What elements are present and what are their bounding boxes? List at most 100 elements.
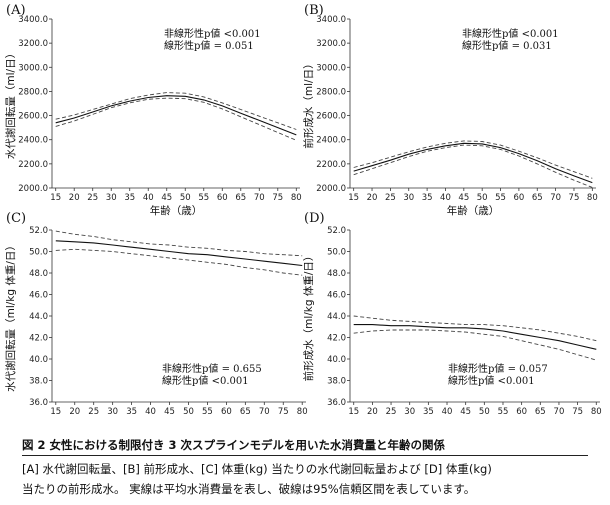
- panel-label: (A): [6, 3, 26, 18]
- y-tick-label: 2200.0: [316, 160, 346, 170]
- x-tick-label: 30: [107, 407, 118, 417]
- mean-line: [353, 324, 597, 350]
- x-tick-label: 50: [180, 193, 191, 203]
- mean-line: [55, 95, 297, 136]
- x-tick-label: 30: [106, 193, 117, 203]
- y-tick-label: 42.0: [29, 334, 48, 344]
- chart-panel-3: (C) 36.0 38.0 40.0 42.0 44.0 46.0 48.0 50.0 52.0 1…: [4, 211, 308, 417]
- x-axis-title: 年齢（歳）: [150, 204, 203, 217]
- y-tick-label: 48.0: [327, 269, 346, 279]
- x-tick-label: 70: [550, 193, 561, 203]
- y-tick-label: 36.0: [29, 398, 48, 408]
- x-tick-label: 60: [516, 407, 527, 417]
- x-tick-label: 60: [513, 193, 524, 203]
- ci-dashed-line: [353, 140, 593, 179]
- annotation-nonlinear-p: 非線形性p値 <0.001: [164, 27, 261, 40]
- x-tick-label: 35: [423, 407, 434, 417]
- x-tick-label: 25: [386, 407, 397, 417]
- x-tick-label: 15: [348, 193, 359, 203]
- annotation-linear-p: 線形性p値 <0.001: [448, 374, 535, 387]
- x-tick-label: 50: [477, 193, 488, 203]
- x-tick-label: 55: [495, 193, 506, 203]
- y-tick-label: 2800.0: [18, 87, 48, 97]
- caption-line-1: [A] 水代謝回転量、[B] 前形成水、[C] 体重(kg) 当たりの水代謝回転…: [22, 462, 492, 476]
- y-tick-label: 2000.0: [18, 184, 48, 194]
- ci-dashed-line: [353, 315, 597, 342]
- mean-line: [55, 240, 303, 267]
- x-tick-label: 40: [440, 193, 451, 203]
- y-axis-title: 前形成水（ml/kg 体重/日）: [302, 251, 315, 382]
- x-tick-label: 55: [498, 407, 509, 417]
- x-tick-label: 75: [569, 193, 580, 203]
- x-tick-label: 15: [348, 407, 359, 417]
- x-tick-label: 70: [259, 407, 270, 417]
- y-axis-title: 前形成水（ml/日）: [302, 58, 315, 148]
- caption-line-2: 当たりの前形成水。 実線は平均水消費量を表し、破線は95%信頼区間を表しています…: [22, 482, 476, 496]
- x-tick-label: 65: [535, 407, 546, 417]
- ci-dashed-line: [353, 144, 593, 188]
- annotation-nonlinear-p: 非線形性p値 = 0.057: [448, 362, 548, 375]
- x-tick-label: 60: [217, 193, 228, 203]
- x-tick-label: 20: [69, 193, 80, 203]
- x-tick-label: 40: [143, 193, 154, 203]
- y-tick-label: 2400.0: [316, 136, 346, 146]
- x-tick-label: 30: [404, 407, 415, 417]
- ci-dashed-line: [353, 329, 597, 361]
- ci-dashed-line: [55, 248, 303, 276]
- x-tick-label: 60: [221, 407, 232, 417]
- x-tick-label: 80: [297, 407, 308, 417]
- x-tick-label: 15: [50, 407, 61, 417]
- x-tick-label: 35: [422, 193, 433, 203]
- x-tick-label: 55: [198, 193, 209, 203]
- x-tick-label: 20: [367, 407, 378, 417]
- y-tick-label: 52.0: [29, 226, 48, 236]
- panel-label: (B): [304, 3, 324, 18]
- y-tick-label: 36.0: [327, 398, 346, 408]
- x-tick-label: 30: [403, 193, 414, 203]
- x-tick-label: 20: [367, 193, 378, 203]
- ci-dashed-line: [55, 230, 303, 257]
- y-tick-label: 48.0: [29, 269, 48, 279]
- y-tick-label: 2600.0: [316, 112, 346, 122]
- x-tick-label: 50: [183, 407, 194, 417]
- x-tick-label: 25: [88, 407, 99, 417]
- annotation-nonlinear-p: 非線形性p値 <0.001: [462, 27, 559, 40]
- ci-dashed-line: [55, 97, 297, 141]
- y-tick-label: 40.0: [29, 355, 48, 365]
- x-tick-label: 75: [572, 407, 583, 417]
- annotation-linear-p: 線形性p値 <0.001: [162, 374, 249, 387]
- panel-label: (C): [6, 211, 26, 226]
- y-tick-label: 2200.0: [18, 160, 48, 170]
- x-tick-label: 80: [591, 407, 602, 417]
- x-tick-label: 65: [240, 407, 251, 417]
- x-tick-label: 45: [161, 193, 172, 203]
- y-tick-label: 38.0: [29, 377, 48, 387]
- x-tick-label: 50: [479, 407, 490, 417]
- annotation-linear-p: 線形性p値 = 0.031: [462, 39, 552, 52]
- y-tick-label: 44.0: [327, 312, 346, 322]
- chart-panel-1: (A) 2000.0 2200.0 2400.0 2600.0 2800.0 3000.0 3…: [4, 3, 302, 217]
- y-tick-label: 50.0: [29, 248, 48, 258]
- y-tick-label: 3200.0: [18, 39, 48, 49]
- mean-line: [353, 142, 593, 184]
- annotation-linear-p: 線形性p値 = 0.051: [164, 39, 254, 52]
- ci-dashed-line: [55, 92, 297, 130]
- y-axis-title: 水代謝回転量（ml/日）: [4, 48, 17, 159]
- x-tick-label: 15: [50, 193, 61, 203]
- y-tick-label: 3400.0: [18, 15, 48, 25]
- y-tick-label: 2800.0: [316, 87, 346, 97]
- y-tick-label: 40.0: [327, 355, 346, 365]
- x-tick-label: 35: [126, 407, 137, 417]
- y-tick-label: 3000.0: [316, 63, 346, 73]
- x-tick-label: 40: [442, 407, 453, 417]
- x-tick-label: 25: [385, 193, 396, 203]
- x-tick-label: 70: [254, 193, 265, 203]
- x-tick-label: 75: [272, 193, 283, 203]
- y-tick-label: 3000.0: [18, 63, 48, 73]
- y-tick-label: 46.0: [29, 291, 48, 301]
- x-tick-label: 75: [278, 407, 289, 417]
- figure-caption-body: [A] 水代謝回転量、[B] 前形成水、[C] 体重(kg) 当たりの水代謝回転…: [22, 459, 594, 499]
- x-tick-label: 20: [69, 407, 80, 417]
- x-tick-label: 45: [458, 193, 469, 203]
- x-tick-label: 25: [87, 193, 98, 203]
